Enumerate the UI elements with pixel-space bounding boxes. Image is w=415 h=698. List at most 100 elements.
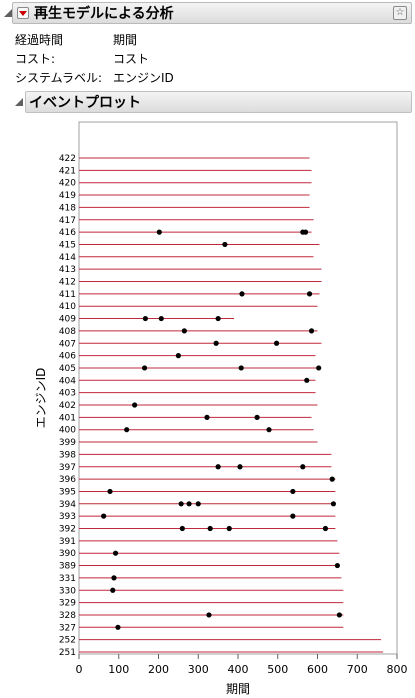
x-tick-label: 700	[347, 663, 368, 676]
event-point	[107, 488, 113, 495]
y-tick-label: 395	[59, 487, 76, 497]
y-tick-label: 398	[59, 450, 76, 460]
x-tick-label: 200	[148, 663, 169, 676]
event-point	[266, 427, 272, 433]
y-tick-label: 415	[59, 240, 76, 250]
event-point	[142, 315, 148, 322]
section-header: イベントプロット	[0, 91, 415, 113]
event-point	[181, 328, 187, 334]
event-point	[237, 464, 243, 470]
y-axis-label: エンジンID	[34, 368, 48, 429]
y-tick-label: 405	[59, 364, 76, 374]
event-point	[254, 414, 260, 420]
event-point	[111, 575, 117, 581]
y-tick-label: 331	[59, 574, 76, 584]
y-tick-label: 410	[59, 302, 76, 312]
x-tick-label: 600	[307, 663, 328, 676]
event-point	[290, 488, 296, 495]
plot-frame	[78, 121, 398, 655]
event-point	[132, 402, 138, 408]
event-point	[290, 513, 296, 519]
y-tick-label: 327	[59, 623, 76, 633]
y-tick-label: 390	[59, 549, 76, 559]
event-point	[175, 353, 181, 359]
event-point	[215, 464, 221, 470]
event-point	[115, 624, 121, 630]
y-tick-label: 252	[59, 636, 76, 646]
event-point	[213, 340, 219, 346]
section-title-bar: イベントプロット	[25, 91, 412, 113]
y-tick-label: 391	[59, 537, 76, 547]
event-point	[308, 328, 315, 334]
event-point	[226, 525, 232, 532]
event-point	[302, 229, 309, 235]
y-tick-label: 329	[59, 599, 76, 609]
section-title: イベントプロット	[29, 95, 141, 111]
field-value: 期間	[113, 33, 138, 47]
event-point	[316, 365, 322, 371]
y-tick-label: 419	[59, 191, 76, 201]
report-header: 再生モデルによる分析 ☆	[0, 2, 415, 24]
disclosure-triangle-icon[interactable]	[15, 98, 23, 106]
y-tick-label: 421	[59, 166, 76, 176]
x-tick-label: 300	[188, 663, 209, 676]
event-point	[207, 525, 213, 532]
event-point	[322, 525, 329, 532]
x-tick-label: 800	[387, 663, 408, 676]
field-label: システムラベル:	[15, 71, 103, 85]
y-tick-label: 422	[59, 154, 76, 164]
y-tick-label: 389	[59, 562, 76, 572]
y-tick-label: 330	[59, 586, 76, 596]
y-tick-label: 416	[59, 228, 76, 238]
x-tick-label: 0	[76, 663, 83, 676]
y-tick-label: 392	[59, 525, 76, 535]
y-tick-label: 251	[59, 648, 76, 658]
y-tick-label: 396	[59, 475, 76, 485]
event-point	[179, 525, 185, 532]
y-tick-label: 411	[59, 290, 76, 300]
event-point	[186, 501, 192, 507]
report-title: 再生モデルによる分析	[34, 6, 174, 22]
event-point	[101, 513, 107, 519]
event-point	[273, 340, 280, 346]
event-point	[158, 315, 164, 322]
y-tick-label: 394	[59, 500, 76, 510]
x-tick-label: 400	[228, 663, 249, 676]
event-point	[304, 377, 310, 383]
x-tick-label: 500	[267, 663, 288, 676]
disclosure-triangle-icon[interactable]	[4, 9, 12, 17]
event-point	[110, 587, 116, 593]
y-tick-label: 399	[59, 438, 76, 448]
y-tick-label: 407	[59, 339, 76, 349]
y-tick-label: 402	[59, 401, 76, 411]
field-value: エンジンID	[113, 71, 174, 85]
y-tick-label: 403	[59, 389, 76, 399]
y-tick-label: 393	[59, 512, 76, 522]
y-tick-label: 413	[59, 265, 76, 275]
y-tick-label: 406	[59, 352, 76, 362]
field-label: コスト:	[15, 52, 56, 66]
y-tick-label: 412	[59, 278, 76, 288]
report-title-bar: 再生モデルによる分析 ☆	[12, 2, 412, 24]
event-point	[195, 501, 201, 507]
y-tick-label: 397	[59, 463, 76, 473]
y-tick-label: 408	[59, 327, 76, 337]
event-point	[206, 612, 212, 618]
event-point	[300, 464, 306, 470]
y-tick-label: 420	[59, 179, 76, 189]
pin-icon[interactable]: ☆	[393, 6, 407, 20]
event-point	[239, 291, 245, 297]
event-point	[178, 501, 184, 507]
red-triangle-menu-icon[interactable]	[17, 7, 29, 19]
event-point	[156, 229, 162, 235]
event-point	[330, 501, 336, 507]
y-tick-label: 328	[59, 611, 76, 621]
event-point	[238, 365, 244, 371]
event-point	[215, 315, 221, 322]
event-point	[306, 291, 313, 297]
event-point	[336, 612, 342, 618]
event-point	[334, 562, 340, 569]
event-point	[124, 427, 130, 433]
field-label: 経過時間	[15, 33, 64, 47]
